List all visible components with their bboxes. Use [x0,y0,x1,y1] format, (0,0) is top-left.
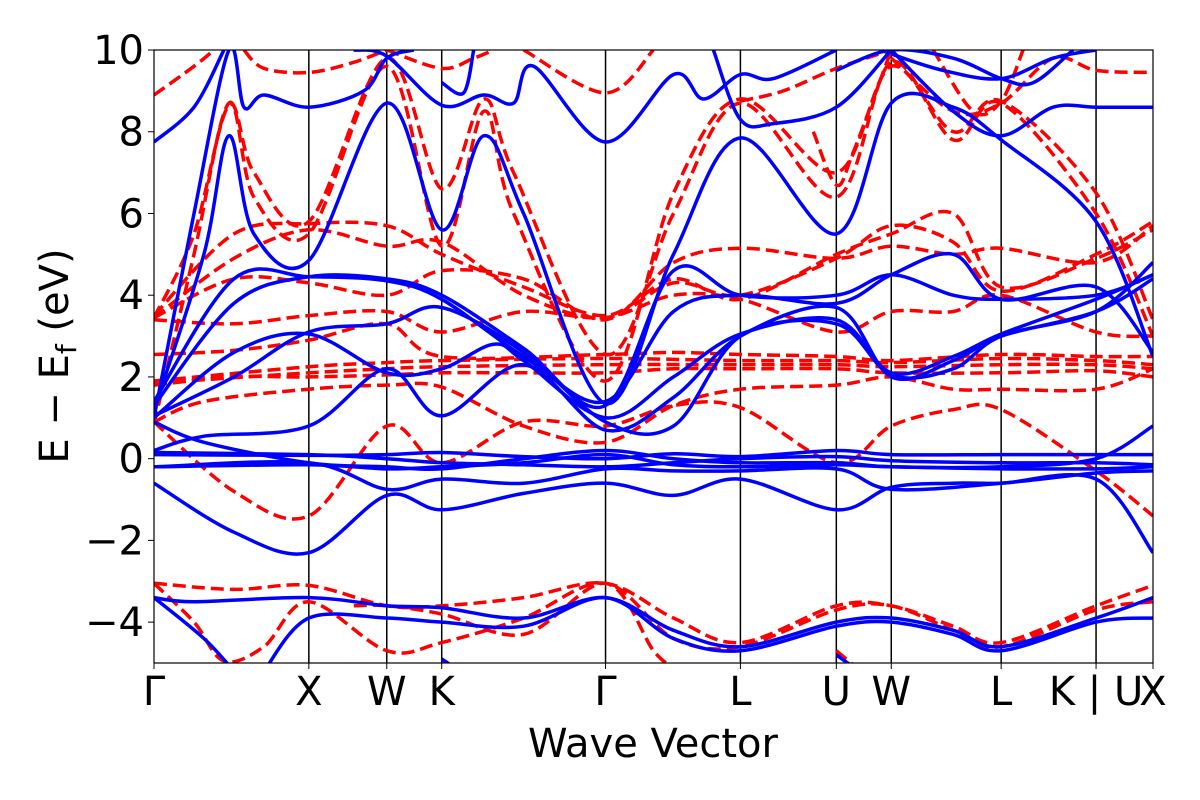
band-line-spin-up [154,595,1153,649]
band-line-spin-up [835,653,851,663]
band-line-spin-down [154,321,1153,363]
y-tick-label: 6 [119,191,144,237]
y-tick-label: 2 [119,355,144,401]
y-tick-label: −4 [85,600,144,646]
band-line-spin-down [154,367,1153,445]
y-axis-title-subscript: f [50,343,83,354]
bands [154,50,1153,663]
band-line-spin-up [440,657,451,663]
y-tick-label: 10 [93,28,144,74]
band-line-spin-up [890,50,1153,138]
x-tick-label: K [429,669,457,715]
x-tick-label: X [1139,669,1166,715]
band-line-spin-down [353,581,670,663]
band-line-spin-up [154,50,415,419]
band-line-spin-down [242,50,388,75]
x-tick-label: Γ [594,669,617,715]
x-tick-label: W [871,669,911,715]
band-line-spin-down [154,64,1153,425]
band-line-spin-up [154,472,1153,556]
band-line-spin-down [522,50,655,95]
band-line-spin-down [154,56,1153,357]
y-axis-title: E − Ef (eV) [32,248,83,463]
band-line-spin-up [267,595,1153,663]
x-tick-label: L [990,669,1013,715]
band-line-spin-down [154,291,1153,339]
plot-frame [153,49,1154,664]
band-line-spin-down [154,224,1153,322]
x-tick-label: U [822,669,851,715]
band-line-spin-up [711,50,893,129]
band-line-spin-down [835,649,854,663]
band-line-spin-up [154,596,230,663]
x-tick-label: W [367,669,407,715]
band-line-spin-up [154,277,1153,453]
band-line-spin-up [440,50,476,96]
y-tick-label: 0 [119,437,144,483]
band-line-spin-up [154,450,1153,469]
band-line-spin-up [835,50,1075,87]
band-line-spin-up [353,50,838,144]
band-line-spin-up [154,420,1153,472]
band-line-spin-up [154,459,1153,492]
band-line-spin-down [154,581,1153,645]
y-axis-title-main: E − E [32,354,78,464]
band-line-spin-down [154,50,216,97]
band-line-spin-up [154,273,1153,420]
band-line-spin-down [441,661,448,663]
x-tick-label: X [295,669,322,715]
band-line-spin-up [154,50,226,144]
band-line-spin-down [811,50,893,188]
band-line-spin-up [154,251,1153,405]
y-tick-label: 8 [119,110,144,156]
band-line-spin-down [154,362,1153,385]
band-line-spin-down [386,50,495,71]
x-axis-title: Wave Vector [528,721,779,767]
x-tick-label: Γ [143,669,166,715]
y-ticks: −4 −2 0 2 4 6 8 10 [85,28,154,646]
y-tick-label: −2 [85,518,144,564]
x-tick-label: K | U [1049,669,1143,715]
y-axis-title-unit: (eV) [32,248,78,344]
band-line-spin-down [154,366,1153,387]
band-line-spin-up [154,91,1153,411]
band-line-spin-up [154,261,1153,436]
x-tick-label: L [729,669,752,715]
band-line-spin-up [154,448,1153,461]
y-tick-label: 4 [119,273,144,319]
